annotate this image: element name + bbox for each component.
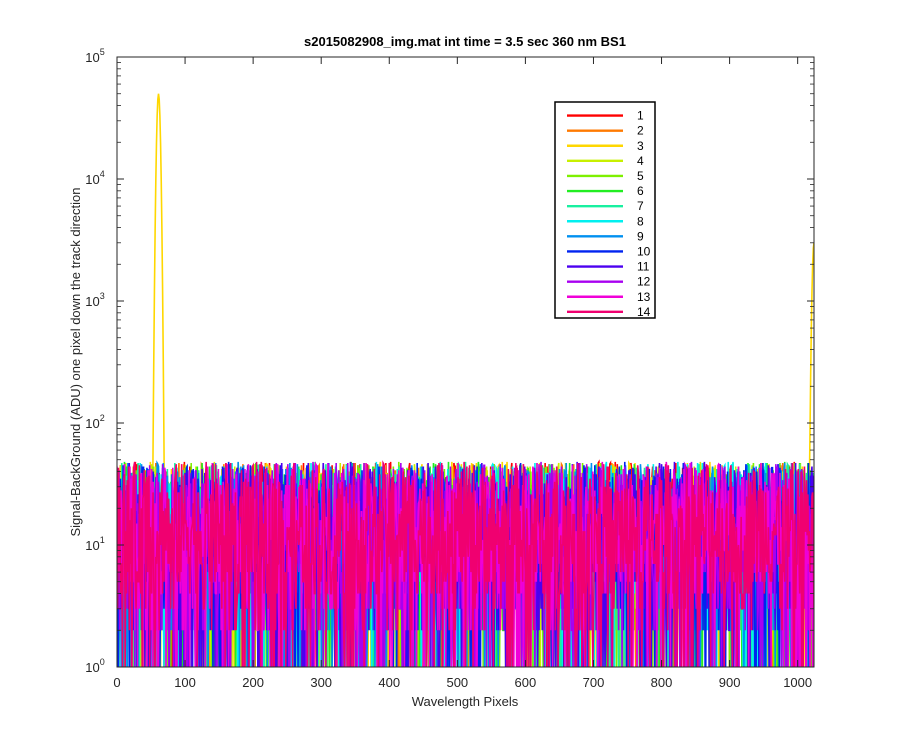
- legend-label-9: 9: [637, 229, 644, 243]
- x-tick-label: 600: [515, 675, 537, 690]
- legend-label-7: 7: [637, 199, 644, 213]
- y-tick-label: 102: [85, 413, 104, 431]
- x-axis: 0 100 200 300 400 500 600 700 800 900 1000: [113, 57, 812, 690]
- chart-title: s2015082908_img.mat int time = 3.5 sec 3…: [304, 34, 626, 49]
- series-line-14: [117, 460, 814, 667]
- y-tick-label: 100: [85, 657, 104, 675]
- y-tick-label: 105: [85, 47, 104, 65]
- legend-label-1: 1: [637, 109, 644, 123]
- plot-frame: [116, 56, 815, 668]
- series-layer: [117, 93, 814, 667]
- y-axis-label: Signal-BackGround (ADU) one pixel down t…: [68, 187, 83, 536]
- legend-label-10: 10: [637, 244, 651, 258]
- x-tick-label: 700: [583, 675, 605, 690]
- x-tick-label: 800: [651, 675, 673, 690]
- legend-label-11: 11: [637, 260, 650, 274]
- legend-label-8: 8: [637, 214, 644, 228]
- x-tick-label: 400: [378, 675, 400, 690]
- x-tick-label: 0: [113, 675, 120, 690]
- x-tick-label: 100: [174, 675, 196, 690]
- legend-label-5: 5: [637, 169, 644, 183]
- legend-label-13: 13: [637, 290, 651, 304]
- x-tick-label: 1000: [783, 675, 812, 690]
- x-tick-label: 900: [719, 675, 741, 690]
- legend-label-4: 4: [637, 154, 644, 168]
- x-tick-label: 500: [446, 675, 468, 690]
- y-tick-label: 103: [85, 291, 104, 309]
- legend-label-14: 14: [637, 305, 651, 319]
- legend-label-3: 3: [637, 139, 644, 153]
- x-axis-label: Wavelength Pixels: [412, 694, 519, 709]
- legend-label-2: 2: [637, 124, 644, 138]
- legend-label-6: 6: [637, 184, 644, 198]
- y-tick-label: 104: [85, 169, 104, 187]
- y-tick-label: 101: [85, 535, 104, 553]
- x-tick-label: 300: [310, 675, 332, 690]
- x-tick-label: 200: [242, 675, 264, 690]
- legend-label-12: 12: [637, 275, 651, 289]
